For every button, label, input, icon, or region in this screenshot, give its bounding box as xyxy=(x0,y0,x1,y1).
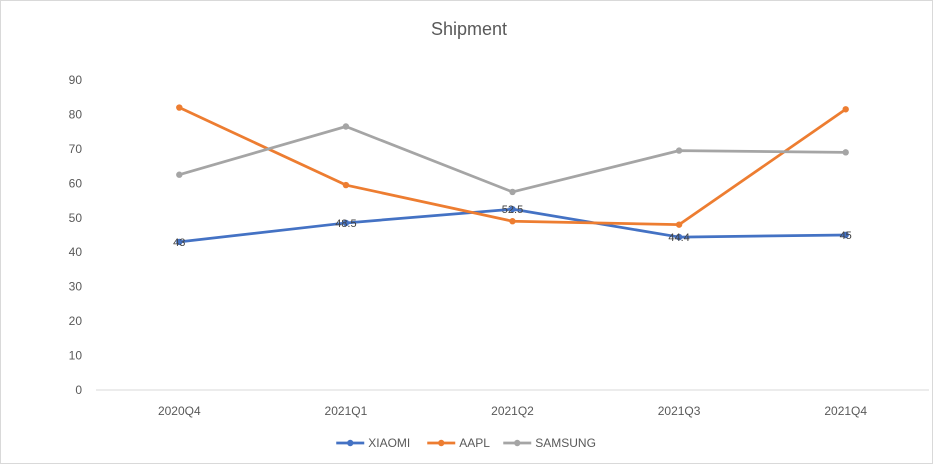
series-xiaomi: 43 48.5 52.5 44.4 45 xyxy=(173,204,852,249)
data-point xyxy=(342,181,350,189)
x-tick-label: 2021Q2 xyxy=(491,404,534,418)
data-point xyxy=(509,205,516,213)
legend-item: XIAOMI xyxy=(336,436,410,450)
y-tick-label: 80 xyxy=(69,107,83,121)
data-point xyxy=(509,188,516,196)
legend-label: AAPL xyxy=(459,436,490,450)
data-label: 44.4 xyxy=(668,232,689,244)
data-point xyxy=(176,171,183,178)
data-point xyxy=(842,106,849,113)
x-tick-label: 2020Q4 xyxy=(158,404,201,418)
legend-item: SAMSUNG xyxy=(503,436,596,450)
data-label: 43 xyxy=(173,237,185,249)
data-point xyxy=(176,104,183,111)
y-tick-label: 90 xyxy=(69,73,83,87)
y-tick-label: 10 xyxy=(69,349,83,363)
y-axis: 0 10 20 30 40 50 60 70 80 90 xyxy=(69,73,83,397)
y-tick-label: 50 xyxy=(69,211,83,225)
series-samsung xyxy=(176,123,849,196)
data-point xyxy=(842,149,849,156)
legend-marker-icon xyxy=(514,439,521,447)
data-point xyxy=(509,218,516,225)
legend-label: XIAOMI xyxy=(368,436,410,450)
chart-title: Shipment xyxy=(431,19,507,39)
legend-item: AAPL xyxy=(427,436,490,450)
x-axis: 2020Q4 2021Q1 2021Q2 2021Q3 2021Q4 xyxy=(158,404,867,418)
y-tick-label: 40 xyxy=(69,245,83,259)
data-label: 48.5 xyxy=(335,218,356,230)
data-point xyxy=(342,219,350,227)
y-tick-label: 30 xyxy=(69,280,83,294)
y-tick-label: 60 xyxy=(69,176,83,190)
data-point xyxy=(842,231,849,239)
series-line xyxy=(177,125,848,194)
y-tick-label: 0 xyxy=(75,383,82,397)
data-point xyxy=(675,221,683,228)
legend-label: SAMSUNG xyxy=(535,436,596,450)
data-point xyxy=(176,238,183,246)
data-label: 45 xyxy=(840,230,852,242)
series-layer: 43 48.5 52.5 44.4 45 xyxy=(173,104,852,249)
series-aapl xyxy=(176,104,849,228)
data-point xyxy=(342,123,350,130)
data-label: 52.5 xyxy=(502,204,523,216)
x-tick-label: 2021Q3 xyxy=(658,404,701,418)
y-tick-label: 20 xyxy=(69,314,83,328)
data-point xyxy=(675,147,683,154)
legend: XIAOMI AAPL SAMSUNG xyxy=(336,436,596,450)
x-tick-label: 2021Q1 xyxy=(325,404,368,418)
legend-marker-icon xyxy=(347,439,354,447)
legend-marker-icon xyxy=(438,439,445,447)
data-point xyxy=(675,233,683,241)
x-tick-label: 2021Q4 xyxy=(824,404,867,418)
y-tick-label: 70 xyxy=(69,142,83,156)
